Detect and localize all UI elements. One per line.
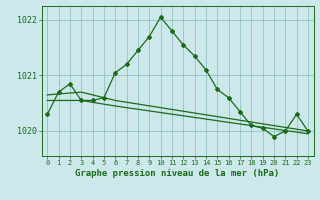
X-axis label: Graphe pression niveau de la mer (hPa): Graphe pression niveau de la mer (hPa) <box>76 169 280 178</box>
